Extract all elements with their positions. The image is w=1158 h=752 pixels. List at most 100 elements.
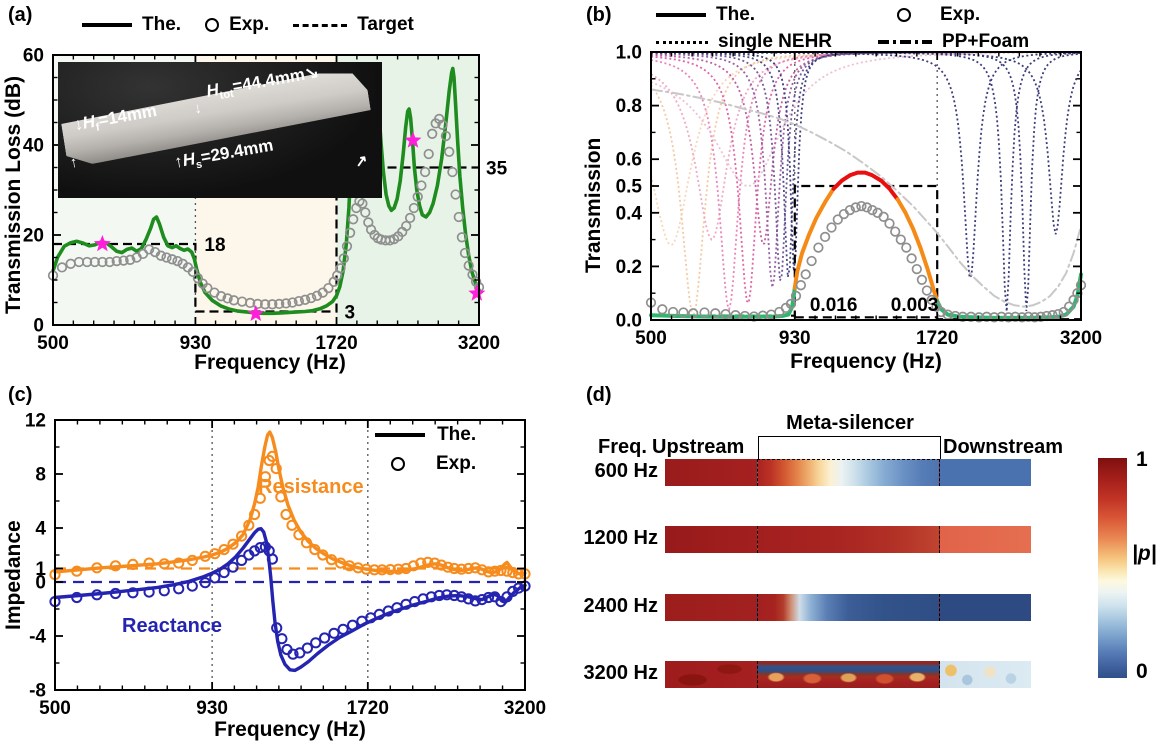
svg-text:60: 60 <box>23 46 44 67</box>
arrow-se-icon: ↘ <box>302 62 321 84</box>
svg-text:1: 1 <box>35 559 46 580</box>
exp-data-point <box>433 589 445 602</box>
svg-text:930: 930 <box>779 328 811 349</box>
svg-text:500: 500 <box>39 698 71 719</box>
svg-text:40: 40 <box>23 136 44 157</box>
svg-text:20: 20 <box>23 226 44 247</box>
exp-data-point <box>453 211 464 223</box>
svg-text:3200: 3200 <box>504 698 546 719</box>
meta-silencer-bracket <box>758 436 941 459</box>
exp-data-point <box>455 563 468 575</box>
field-segment-silencer <box>757 526 940 553</box>
svg-text:1720: 1720 <box>347 698 389 719</box>
exp-data-point <box>127 587 139 599</box>
panel-b-label: (b) <box>586 4 612 26</box>
exp-data-point <box>455 591 468 603</box>
exp-data-point <box>440 130 452 142</box>
exp-data-point <box>412 191 423 202</box>
exp-data-point <box>507 585 519 597</box>
field-segment-silencer <box>757 459 940 486</box>
heatmap-row: 1200 Hz <box>578 526 1158 553</box>
colorbar <box>1098 458 1127 678</box>
heatmap-row: 600 Hz <box>578 459 1158 486</box>
svg-text:1720: 1720 <box>916 328 958 349</box>
exp-data-point <box>280 508 292 521</box>
exp-data-point <box>360 563 372 575</box>
exp-data-point <box>259 299 271 310</box>
panel-a-transmission-loss: 18 3 35 500 930 1720 3200 0 20 40 60 (a) The. Exp.… <box>0 0 578 380</box>
exp-data-point <box>441 589 453 601</box>
exp-circle-sample <box>897 8 911 22</box>
exp-data-point <box>111 255 122 267</box>
exp-data-point <box>392 563 404 575</box>
exp-data-point <box>832 214 843 225</box>
svg-text:0.016: 0.016 <box>810 295 858 316</box>
exp-data-point <box>104 256 115 268</box>
exp-data-point <box>218 567 230 579</box>
exp-data-point <box>202 282 213 294</box>
exp-data-point <box>429 557 441 569</box>
exp-data-point <box>867 204 878 216</box>
exp-data-point <box>1029 312 1040 323</box>
exp-data-point <box>911 263 922 275</box>
svg-text:-8: -8 <box>29 681 46 702</box>
exp-data-point <box>311 290 323 301</box>
exp-data-point <box>973 312 985 323</box>
exp-data-point <box>266 553 278 565</box>
svg-text:500: 500 <box>37 333 69 354</box>
exp-data-point <box>710 308 721 319</box>
exp-data-point <box>328 627 340 639</box>
exp-data-point <box>252 298 263 310</box>
exp-data-point <box>267 299 278 310</box>
exp-data-point <box>286 519 298 531</box>
exp-data-point <box>1035 311 1046 322</box>
exp-data-point <box>222 293 233 304</box>
exp-data-point <box>785 298 797 310</box>
exp-data-point <box>341 241 353 252</box>
field-segment-upstream <box>665 526 757 553</box>
svg-text:930: 930 <box>196 698 228 719</box>
field-segment-silencer <box>757 594 940 621</box>
x-axis-title-b: Frequency (Hz) <box>790 350 942 373</box>
exp-data-point <box>335 263 346 274</box>
exp-data-point <box>813 242 824 253</box>
exp-data-point <box>469 595 481 607</box>
exp-data-point <box>293 295 305 307</box>
exp-data-point <box>127 558 139 570</box>
exp-data-point <box>143 244 155 255</box>
panel-c-label: (c) <box>8 384 33 406</box>
exp-data-point <box>236 530 248 542</box>
exp-data-point <box>293 529 305 541</box>
exp-data-point <box>173 583 185 595</box>
exp-data-point <box>427 128 438 139</box>
exp-data-point <box>470 276 482 287</box>
svg-text:1720: 1720 <box>315 333 357 354</box>
svg-text:0.5: 0.5 <box>616 177 643 198</box>
exp-data-point <box>109 560 122 572</box>
panel-a-label: (a) <box>8 4 33 26</box>
field-segment-downstream <box>940 594 1031 621</box>
exp-circle-sample <box>205 18 220 32</box>
exp-data-point <box>916 274 928 285</box>
arrow-ne-icon: ↗ <box>354 152 370 171</box>
panel-c-impedance: 500 930 1720 3200 -8 -4 0 1 4 8 12 (c) The. Exp. R… <box>0 380 578 752</box>
exp-data-point <box>1058 306 1069 318</box>
exp-data-point <box>1003 312 1014 323</box>
exp-data-point <box>209 548 221 560</box>
field-segment-downstream <box>940 459 1031 486</box>
exp-data-point <box>459 247 471 259</box>
exp-data-point <box>227 561 239 573</box>
theory-curve-segment <box>895 197 940 304</box>
nehr-dotted-sample <box>656 40 708 44</box>
heatmap-row: 3200 Hz <box>578 661 1158 688</box>
exp-data-point <box>227 538 239 550</box>
legend-item-theory: The. <box>656 4 755 26</box>
exp-data-point <box>317 549 329 561</box>
svg-text:500: 500 <box>635 328 667 349</box>
exp-data-point <box>270 463 282 475</box>
exp-data-point <box>89 256 100 268</box>
pressure-field-strip <box>665 594 1031 621</box>
exp-data-point <box>338 253 349 264</box>
exp-data-point <box>109 587 122 600</box>
